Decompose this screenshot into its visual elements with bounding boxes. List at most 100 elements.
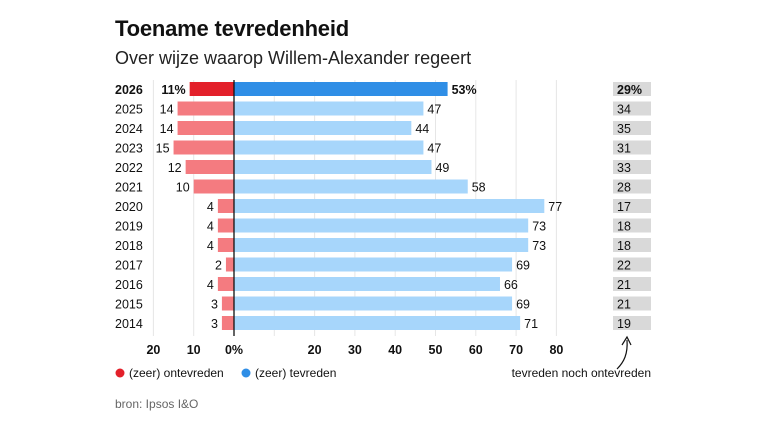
x-tick-label: 70 [509,343,523,357]
x-tick-label: 60 [469,343,483,357]
bar-tevreden [234,277,500,291]
year-label: 2018 [115,239,143,253]
bar-tevreden [234,257,513,272]
year-label: 2020 [115,200,143,214]
year-label: 2016 [115,278,143,292]
year-label: 2026 [115,83,143,97]
neutral-box [613,101,651,116]
label-tevreden: 69 [516,298,530,312]
bar-ontevreden [177,121,234,135]
neutral-box [613,316,651,330]
bar-ontevreden [221,296,234,311]
label-ontevreden: 12 [168,161,182,175]
neutral-box [613,140,651,155]
x-tick-label: 0% [225,343,243,357]
neutral-box [613,160,651,174]
label-ontevreden: 14 [160,122,174,136]
label-ontevreden: 3 [211,298,218,312]
bar-ontevreden [193,179,234,194]
bar-ontevreden [185,160,234,174]
chart-subtitle: Over wijze waarop Willem-Alexander regee… [115,48,472,68]
label-tevreden: 49 [435,161,449,175]
bar-tevreden [234,199,545,213]
label-neutraal: 21 [617,278,631,292]
legend-swatch-tevreden [241,368,251,378]
label-ontevreden: 14 [160,103,174,117]
bar-tevreden [234,121,412,135]
label-ontevreden: 11% [161,83,185,97]
label-neutraal: 22 [617,259,631,273]
neutral-box [613,82,651,96]
bar-ontevreden [173,140,234,155]
label-neutraal: 17 [617,200,631,214]
x-tick-label: 30 [348,343,362,357]
neutral-arrow [616,339,628,370]
axis-layer: 20 10 0% 20 30 40 50 60 70 80 [146,80,632,370]
label-ontevreden: 4 [207,278,214,292]
year-label: 2019 [115,220,143,234]
label-tevreden: 69 [516,259,530,273]
label-tevreden: 53% [452,83,477,97]
neutral-box [613,277,651,291]
x-tick-label: 10 [187,343,201,357]
label-neutraal: 33 [617,161,631,175]
year-label: 2014 [115,317,143,331]
bar-tevreden [234,179,468,194]
year-label: 2015 [115,298,143,312]
label-ontevreden: 4 [207,239,214,253]
neutral-arrowhead [621,335,632,346]
neutral-box [613,238,651,252]
bar-tevreden [234,140,424,155]
bar-tevreden [234,238,529,252]
label-ontevreden: 2 [215,259,222,273]
label-ontevreden: 15 [156,142,170,156]
label-neutraal: 28 [617,181,631,195]
neutral-box [613,179,651,194]
label-neutraal: 31 [617,142,631,156]
label-neutraal: 21 [617,298,631,312]
bar-ontevreden [217,218,234,233]
label-tevreden: 73 [532,239,546,253]
x-tick-label: 20 [308,343,322,357]
bar-ontevreden [221,316,234,330]
neutral-box [613,257,651,272]
bar-ontevreden [177,101,234,116]
bar-tevreden [234,101,424,116]
label-tevreden: 44 [415,122,429,136]
neutral-box [613,199,651,213]
label-tevreden: 47 [427,142,441,156]
legend-label-neutraal: tevreden noch ontevreden [512,366,651,380]
year-label: 2017 [115,259,143,273]
year-label: 2022 [115,161,143,175]
year-label: 2024 [115,122,143,136]
bar-ontevreden [217,199,234,213]
label-tevreden: 71 [524,317,538,331]
x-tick-label: 40 [388,343,402,357]
bar-tevreden [234,82,448,96]
bar-tevreden [234,296,513,311]
bar-ontevreden [225,257,234,272]
label-tevreden: 58 [472,181,486,195]
neutral-box [613,121,651,135]
bar-ontevreden [217,238,234,252]
legend-label-ontevreden: (zeer) ontevreden [129,366,224,380]
label-neutraal: 19 [617,317,631,331]
year-label: 2021 [115,181,143,195]
year-label: 2023 [115,142,143,156]
label-tevreden: 73 [532,220,546,234]
neutral-box [613,218,651,233]
bar-tevreden [234,218,529,233]
x-tick-label: 80 [549,343,563,357]
label-ontevreden: 3 [211,317,218,331]
legend-label-tevreden: (zeer) tevreden [255,366,336,380]
label-neutraal: 29% [617,83,642,97]
label-ontevreden: 10 [176,181,190,195]
year-label: 2025 [115,103,143,117]
label-neutraal: 34 [617,103,631,117]
label-neutraal: 18 [617,220,631,234]
bar-ontevreden [217,277,234,291]
label-tevreden: 77 [548,200,562,214]
label-tevreden: 47 [427,103,441,117]
